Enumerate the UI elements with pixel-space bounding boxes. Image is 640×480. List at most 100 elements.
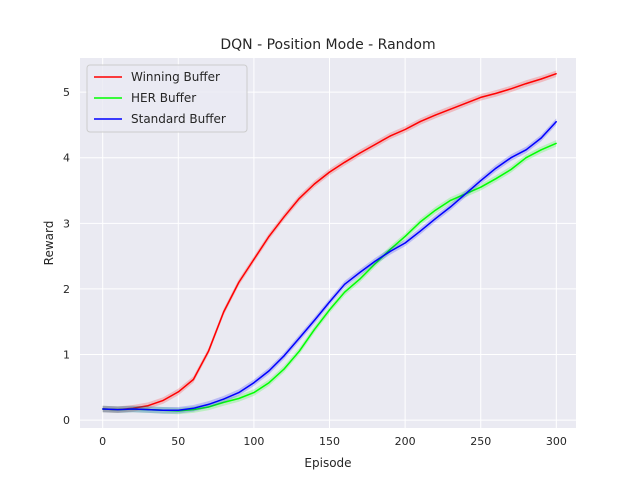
data-point-standard-buffer [102,408,104,410]
data-point-standard-buffer [480,180,482,182]
x-tick-label: 150 [319,435,340,448]
legend-label: Winning Buffer [131,70,220,84]
chart-title: DQN - Position Mode - Random [220,37,435,53]
data-point-winning-buffer [162,399,164,401]
data-point-winning-buffer [344,161,346,163]
data-point-her-buffer [192,409,194,411]
data-point-her-buffer [344,291,346,293]
data-point-standard-buffer [449,206,452,208]
series-standard-buffer [102,118,557,414]
data-point-standard-buffer [525,149,527,151]
data-point-her-buffer [404,235,406,237]
data-point-standard-buffer [313,319,315,321]
data-point-winning-buffer [328,171,331,173]
y-tick-label: 2 [63,283,70,296]
data-point-winning-buffer [253,258,255,260]
data-point-her-buffer [268,382,270,384]
data-point-standard-buffer [268,370,270,372]
data-point-winning-buffer [268,235,270,237]
data-point-her-buffer [480,186,482,188]
data-point-standard-buffer [132,408,134,410]
y-tick-label: 3 [63,217,70,230]
data-point-standard-buffer [465,193,467,195]
data-point-winning-buffer [555,73,557,75]
data-point-her-buffer [238,397,240,400]
data-point-standard-buffer [238,392,240,394]
data-point-winning-buffer [177,391,179,393]
data-point-standard-buffer [540,137,542,139]
data-point-winning-buffer [480,96,482,98]
data-point-her-buffer [283,368,285,370]
data-point-standard-buffer [510,157,512,159]
data-point-standard-buffer [283,355,285,357]
data-point-standard-buffer [389,250,391,253]
data-point-winning-buffer [192,378,194,381]
data-point-her-buffer [449,199,452,201]
x-tick-label: 300 [546,435,567,448]
data-point-her-buffer [328,309,331,311]
data-point-her-buffer [434,209,436,211]
data-point-standard-buffer [419,230,421,232]
data-point-her-buffer [510,168,512,171]
data-point-winning-buffer [419,121,421,123]
data-point-standard-buffer [117,409,119,411]
data-point-winning-buffer [223,311,225,313]
data-point-winning-buffer [465,102,467,104]
x-tick-label: 250 [470,435,491,448]
data-point-her-buffer [525,157,527,159]
data-point-her-buffer [359,278,361,280]
y-tick-label: 0 [63,414,70,427]
data-point-standard-buffer [253,382,255,384]
data-point-winning-buffer [207,350,210,352]
data-point-winning-buffer [389,135,391,137]
data-point-winning-buffer [313,183,315,185]
data-point-winning-buffer [147,405,149,407]
data-point-her-buffer [313,329,315,331]
y-tick-label: 5 [63,86,70,99]
legend-box [86,64,248,133]
data-point-her-buffer [555,142,557,144]
data-point-standard-buffer [177,409,179,411]
data-point-winning-buffer [283,216,285,218]
data-point-standard-buffer [495,167,497,169]
x-tick-label: 0 [99,435,106,448]
data-point-her-buffer [389,249,391,251]
data-point-standard-buffer [192,407,194,409]
data-point-her-buffer [540,149,542,151]
series-layer [102,70,557,415]
data-point-her-buffer [419,221,421,223]
data-point-standard-buffer [374,260,376,262]
data-point-winning-buffer [525,83,527,85]
x-tick-label: 50 [171,435,185,448]
data-point-winning-buffer [449,108,452,110]
data-point-winning-buffer [238,281,240,283]
x-tick-label: 200 [395,435,416,448]
data-point-her-buffer [495,178,497,180]
legend-label: HER Buffer [131,91,196,105]
data-point-her-buffer [298,350,300,352]
legend: Winning Buffer HER Buffer Standard Buffer [86,64,248,133]
data-point-standard-buffer [434,218,436,220]
data-point-winning-buffer [540,78,542,80]
y-tick-labels: 0 1 2 3 4 5 [63,86,70,427]
data-point-winning-buffer [495,92,497,94]
data-point-standard-buffer [404,242,406,244]
x-tick-label: 100 [243,435,264,448]
data-point-winning-buffer [359,152,361,154]
data-point-winning-buffer [374,144,376,146]
data-point-winning-buffer [510,88,512,90]
y-tick-label: 4 [63,152,70,165]
y-axis-label: Reward [42,221,56,266]
data-point-standard-buffer [344,283,346,285]
data-point-standard-buffer [207,403,210,405]
data-point-standard-buffer [328,301,331,303]
data-point-her-buffer [223,401,225,403]
data-point-winning-buffer [434,114,436,116]
data-point-winning-buffer [404,128,406,131]
data-point-standard-buffer [147,409,149,411]
data-point-her-buffer [374,263,376,265]
data-point-standard-buffer [298,337,300,339]
data-point-standard-buffer [359,271,361,274]
x-axis-label: Episode [304,456,351,470]
